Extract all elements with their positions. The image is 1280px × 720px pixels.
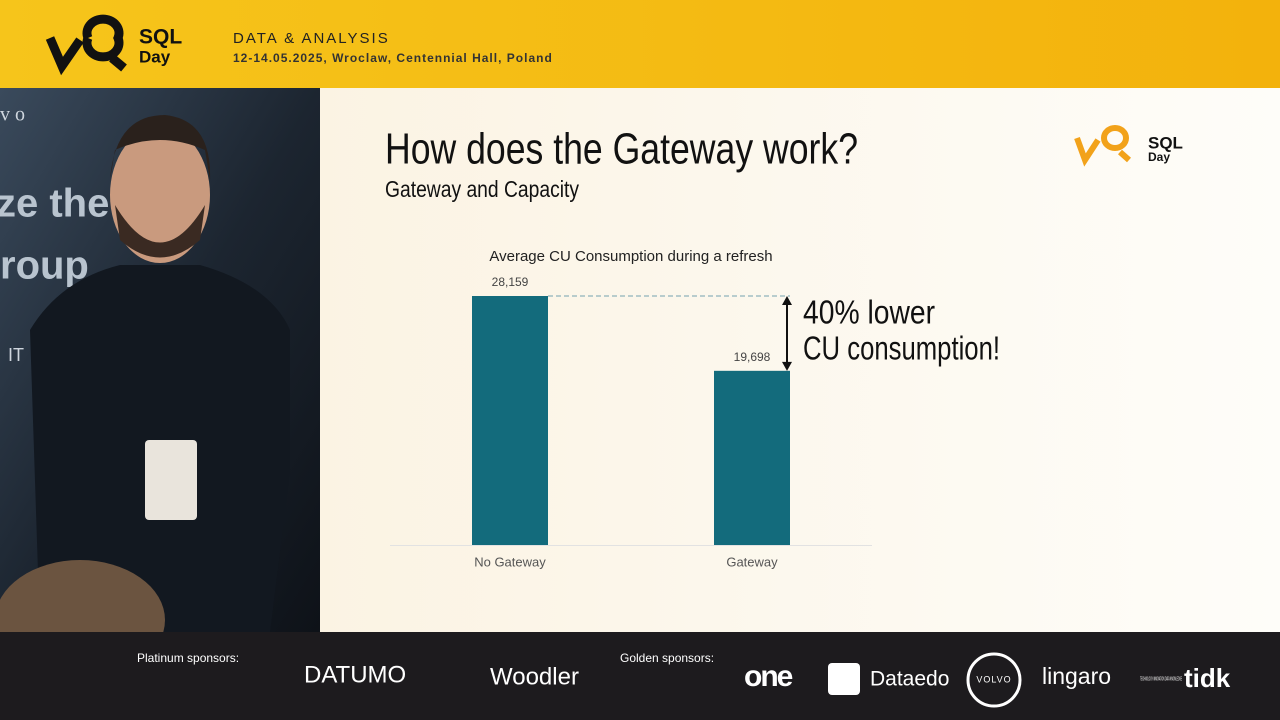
x-tick-label: Gateway <box>726 554 778 569</box>
header-bar <box>0 0 1280 88</box>
data-label: 19,698 <box>734 350 771 364</box>
sponsor-logo: Dataedo <box>870 668 949 691</box>
annotation: 40% lower <box>803 294 935 331</box>
slide-logo <box>1074 125 1131 167</box>
backdrop-text: roup <box>0 244 89 288</box>
sponsor-logo: TECHNOLOGY INNOVATION DATA KNOWLEDGE <box>1140 676 1182 682</box>
event-details: 12-14.05.2025, Wroclaw, Centennial Hall,… <box>233 51 553 65</box>
arrow-head <box>782 296 792 371</box>
x-tick-label: No Gateway <box>474 554 546 569</box>
header-logo <box>45 14 127 76</box>
backdrop-text: ze the <box>0 182 109 226</box>
bar <box>472 296 548 545</box>
sponsor-heading: Platinum sponsors: <box>137 651 239 665</box>
sponsor-heading: Golden sponsors: <box>620 651 714 665</box>
bar <box>714 370 790 545</box>
backdrop-text: IT <box>8 345 24 365</box>
slide-title: How does the Gateway work? <box>385 125 858 174</box>
logo-text: Day <box>139 47 171 66</box>
annotation: CU consumption! <box>803 330 1000 367</box>
sponsor-icon <box>828 663 860 695</box>
sponsor-logo: Woodler <box>490 663 579 690</box>
sponsor-logo: lingaro <box>1042 663 1111 689</box>
sponsor-logo: VOLVO <box>976 674 1011 684</box>
logo-text: SQL <box>1148 133 1183 152</box>
logo-text: SQL <box>139 26 182 49</box>
slide-subtitle: Gateway and Capacity <box>385 176 579 202</box>
sponsor-logo: one <box>744 660 793 693</box>
logo-text: Day <box>1148 150 1170 164</box>
sponsor-icon <box>966 652 1022 708</box>
chart-title: Average CU Consumption during a refresh <box>489 248 772 265</box>
footer-bar <box>0 632 1280 720</box>
sponsor-logo: DATUMO <box>304 661 406 688</box>
data-label: 28,159 <box>492 275 529 289</box>
event-name: DATA & ANALYSIS <box>233 30 390 47</box>
backdrop-text: v o <box>0 104 25 126</box>
sponsor-logo: tidk <box>1184 663 1231 693</box>
